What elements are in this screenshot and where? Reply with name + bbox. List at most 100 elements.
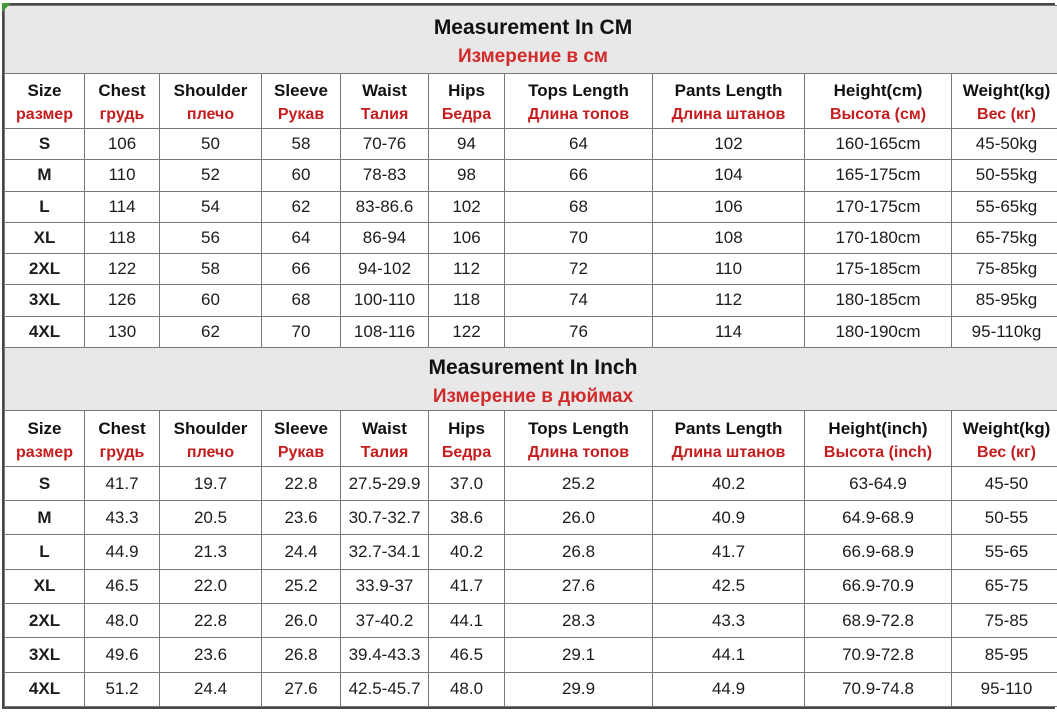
header-label-en: Tops Length [528,418,629,438]
value-cell: 29.1 [504,637,653,673]
table-row-cm-M: M 110 52 60 78-83 98 66 104 165-175cm 50-55kg [4,159,1057,192]
value-cell: 70-76 [340,128,429,161]
section-title-row: Measurement In Inch Измерение в дюймах [4,346,1057,412]
value-cell: 68 [504,190,653,223]
size-cell: 4XL [4,671,85,708]
header-label-ru: Длина штанов [671,105,786,123]
header-label-ru: Талия [360,443,409,461]
table-row-inch-2XL: 2XL 48.0 22.8 26.0 37-40.2 44.1 28.3 43.3 68.9-7… [4,603,1057,639]
value-cell: 94 [428,128,505,161]
header-label-ru: размер [16,105,73,123]
value-cell: 122 [428,315,505,348]
column-header-inch-1: Chest грудь [84,410,160,467]
table-row-cm-3XL: 3XL 126 60 68 100-110 118 74 112 180-185cm 85-95k… [4,284,1057,317]
size-chart-table: Measurement In CM Измерение в см Size раз… [4,5,1057,708]
value-cell: 26.8 [504,534,653,570]
column-header-inch-5: Hips Бедра [428,410,505,467]
header-label-ru: плечо [186,105,235,123]
value-cell: 74 [504,284,653,317]
value-cell: 24.4 [261,534,341,570]
column-header-row: Size размер Chest грудь Shoulder плечо Sleeve Р… [4,72,1057,130]
value-cell: 45-50 [951,465,1057,502]
column-header-cm-7: Pants Length Длина штанов [652,72,805,130]
value-cell: 85-95kg [951,284,1057,317]
value-cell: 20.5 [159,500,262,536]
value-cell: 40.2 [652,465,805,502]
value-cell: 43.3 [652,603,805,639]
section-title-ru: Измерение в см [457,45,608,67]
column-header-cm-5: Hips Бедра [428,72,505,130]
header-label-ru: Бедра [441,443,492,461]
header-label-ru: Длина штанов [671,443,786,461]
header-label-ru: Бедра [441,105,492,123]
header-label-en: Chest [98,80,146,100]
value-cell: 42.5-45.7 [340,671,429,708]
value-cell: 32.7-34.1 [340,534,429,570]
value-cell: 98 [428,159,505,192]
value-cell: 44.1 [652,637,805,673]
value-cell: 100-110 [340,284,429,317]
column-header-inch-2: Shoulder плечо [159,410,262,467]
value-cell: 41.7 [84,465,160,502]
value-cell: 110 [84,159,160,192]
value-cell: 50-55kg [951,159,1057,192]
value-cell: 29.9 [504,671,653,708]
value-cell: 83-86.6 [340,190,429,223]
value-cell: 60 [261,159,341,192]
value-cell: 78-83 [340,159,429,192]
column-header-inch-0: Size размер [4,410,85,467]
value-cell: 86-94 [340,221,429,255]
value-cell: 63-64.9 [804,465,952,502]
size-cell: XL [4,568,85,605]
value-cell: 50-55 [951,500,1057,536]
value-cell: 48.0 [428,671,505,708]
header-label-en: Sleeve [274,418,328,438]
value-cell: 64.9-68.9 [804,500,952,536]
value-cell: 27.6 [504,568,653,605]
section-title-cell: Measurement In CM Измерение в см [4,5,1057,74]
column-header-inch-3: Sleeve Рукав [261,410,341,467]
value-cell: 58 [159,253,262,286]
value-cell: 180-190cm [804,315,952,348]
value-cell: 46.5 [84,568,160,605]
value-cell: 41.7 [428,568,505,605]
value-cell: 66.9-68.9 [804,534,952,570]
size-cell: S [4,128,85,161]
value-cell: 28.3 [504,603,653,639]
value-cell: 64 [504,128,653,161]
value-cell: 70.9-74.8 [804,671,952,708]
value-cell: 42.5 [652,568,805,605]
size-cell: 2XL [4,603,85,639]
size-cell: L [4,534,85,570]
value-cell: 23.6 [261,500,341,536]
value-cell: 175-185cm [804,253,952,286]
value-cell: 46.5 [428,637,505,673]
value-cell: 102 [428,190,505,223]
value-cell: 118 [84,221,160,255]
header-label-en: Hips [448,80,485,100]
value-cell: 24.4 [159,671,262,708]
table-row-inch-3XL: 3XL 49.6 23.6 26.8 39.4-43.3 46.5 29.1 44.1 70.9… [4,637,1057,673]
value-cell: 43.3 [84,500,160,536]
value-cell: 114 [652,315,805,348]
header-label-en: Shoulder [173,80,248,100]
value-cell: 51.2 [84,671,160,708]
header-label-en: Waist [362,80,407,100]
header-label-en: Sleeve [274,80,328,100]
value-cell: 37.0 [428,465,505,502]
header-label-ru: Высота (см) [829,105,927,123]
size-cell: M [4,159,85,192]
value-cell: 22.8 [159,603,262,639]
header-label-en: Hips [448,418,485,438]
value-cell: 94-102 [340,253,429,286]
value-cell: 75-85 [951,603,1057,639]
value-cell: 66.9-70.9 [804,568,952,605]
size-cell: M [4,500,85,536]
value-cell: 49.6 [84,637,160,673]
value-cell: 76 [504,315,653,348]
header-label-ru: грудь [99,105,145,123]
value-cell: 60 [159,284,262,317]
value-cell: 56 [159,221,262,255]
value-cell: 58 [261,128,341,161]
value-cell: 44.1 [428,603,505,639]
